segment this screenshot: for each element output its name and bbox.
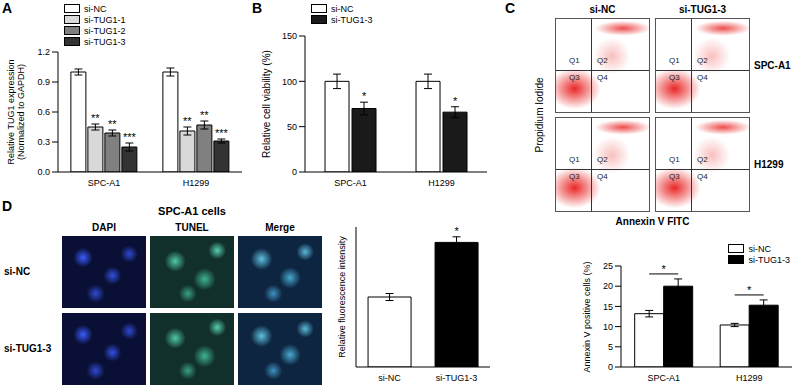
html-text:si-TUG1-2: si-TUG1-2 — [84, 25, 126, 36]
svg-text:***: *** — [123, 131, 137, 143]
html-text:si-TUG1-1: si-TUG1-1 — [84, 14, 126, 25]
html-text:Q1: Q1 — [569, 56, 580, 66]
svg-text:150: 150 — [282, 31, 297, 41]
svg-text:***: *** — [215, 127, 229, 139]
html-text:Relative TUG1 expression: Relative TUG1 expression — [5, 59, 16, 165]
svg-text:**: ** — [108, 118, 117, 130]
svg-text:H1299: H1299 — [183, 178, 210, 188]
html-text:Propidium Iodide: Propidium Iodide — [534, 77, 546, 153]
html-text:TUNEL: TUNEL — [175, 222, 209, 233]
html-text:Q3: Q3 — [569, 72, 580, 82]
svg-text:5: 5 — [608, 342, 613, 352]
html-text:Q2: Q2 — [696, 56, 708, 66]
html-text:SPC-A1: SPC-A1 — [754, 59, 791, 71]
html-text:Q4: Q4 — [696, 72, 708, 82]
svg-text:0.0: 0.0 — [37, 167, 50, 177]
html-text:Q3: Q3 — [669, 171, 680, 181]
svg-text:0: 0 — [292, 167, 297, 177]
svg-text:**: ** — [91, 112, 100, 124]
html-text:Q3: Q3 — [669, 72, 680, 82]
html-text:Q3: Q3 — [569, 171, 580, 181]
svg-text:0: 0 — [608, 362, 613, 372]
html-text:Q1: Q1 — [669, 56, 680, 66]
html-text:Q1: Q1 — [669, 155, 680, 165]
html-text:(Normalized to GAPDH): (Normalized to GAPDH) — [16, 64, 26, 160]
svg-text:*: * — [454, 225, 459, 237]
html-text:Relative fluorescence intensit: Relative fluorescence intensity — [336, 236, 347, 358]
svg-text:0.3: 0.3 — [37, 137, 50, 147]
svg-text:H1299: H1299 — [428, 178, 455, 188]
svg-text:*: * — [362, 90, 367, 102]
html-text:si-NC: si-NC — [589, 4, 616, 15]
html-text:Q2: Q2 — [596, 155, 608, 165]
html-text:B: B — [252, 0, 263, 16]
html-text:C: C — [505, 0, 516, 16]
svg-text:H1299: H1299 — [736, 373, 763, 383]
html-text:Q4: Q4 — [696, 171, 708, 181]
html-text:H1299: H1299 — [754, 158, 784, 170]
svg-text:1.2: 1.2 — [37, 47, 50, 57]
svg-text:SPC-A1: SPC-A1 — [334, 178, 367, 188]
svg-text:SPC-A1: SPC-A1 — [647, 373, 680, 383]
html-text:si-NC: si-NC — [84, 3, 107, 14]
html-text:Relative cell viability (%): Relative cell viability (%) — [261, 50, 273, 158]
svg-text:15: 15 — [603, 302, 613, 312]
svg-text:0.9: 0.9 — [37, 77, 50, 87]
svg-text:SPC-A1: SPC-A1 — [88, 178, 121, 188]
html-text:si-TUG1-3: si-TUG1-3 — [748, 254, 790, 265]
svg-text:**: ** — [183, 115, 192, 127]
html-text:Q4: Q4 — [596, 72, 608, 82]
html-text:si-TUG1-3: si-TUG1-3 — [84, 36, 126, 47]
html-text:A: A — [2, 0, 13, 16]
html-text:si-TUG1-3: si-TUG1-3 — [678, 4, 727, 15]
html-text:si-NC: si-NC — [4, 266, 31, 277]
html-text:Q4: Q4 — [596, 171, 608, 181]
html-text:Merge: Merge — [265, 222, 295, 233]
svg-text:50: 50 — [287, 122, 297, 132]
html-text:Q2: Q2 — [596, 56, 608, 66]
svg-text:100: 100 — [282, 77, 297, 87]
html-text:Annexin V FITC: Annexin V FITC — [615, 216, 690, 227]
html-text:SPC-A1 cells: SPC-A1 cells — [158, 205, 226, 217]
svg-text:10: 10 — [603, 322, 613, 332]
svg-text:*: * — [453, 95, 458, 107]
html-text:si-TUG1-3: si-TUG1-3 — [4, 343, 52, 354]
html-text:si-NC: si-NC — [331, 3, 354, 14]
html-text:Annexin V positive cells (%): Annexin V positive cells (%) — [581, 261, 592, 372]
html-text:Q2: Q2 — [696, 155, 708, 165]
svg-text:25: 25 — [603, 261, 613, 271]
html-text:Q1: Q1 — [569, 155, 580, 165]
html-text:si-NC: si-NC — [748, 243, 771, 254]
html-text:D: D — [2, 198, 13, 214]
svg-text:*: * — [662, 263, 667, 275]
svg-text:**: ** — [200, 109, 209, 121]
svg-text:*: * — [747, 284, 752, 296]
svg-text:si-NC: si-NC — [378, 373, 401, 383]
svg-text:0.6: 0.6 — [37, 107, 50, 117]
html-text:si-TUG1-3: si-TUG1-3 — [331, 14, 373, 25]
html-text:DAPI: DAPI — [92, 222, 116, 233]
svg-text:si-TUG1-3: si-TUG1-3 — [436, 373, 478, 383]
svg-text:20: 20 — [603, 281, 613, 291]
